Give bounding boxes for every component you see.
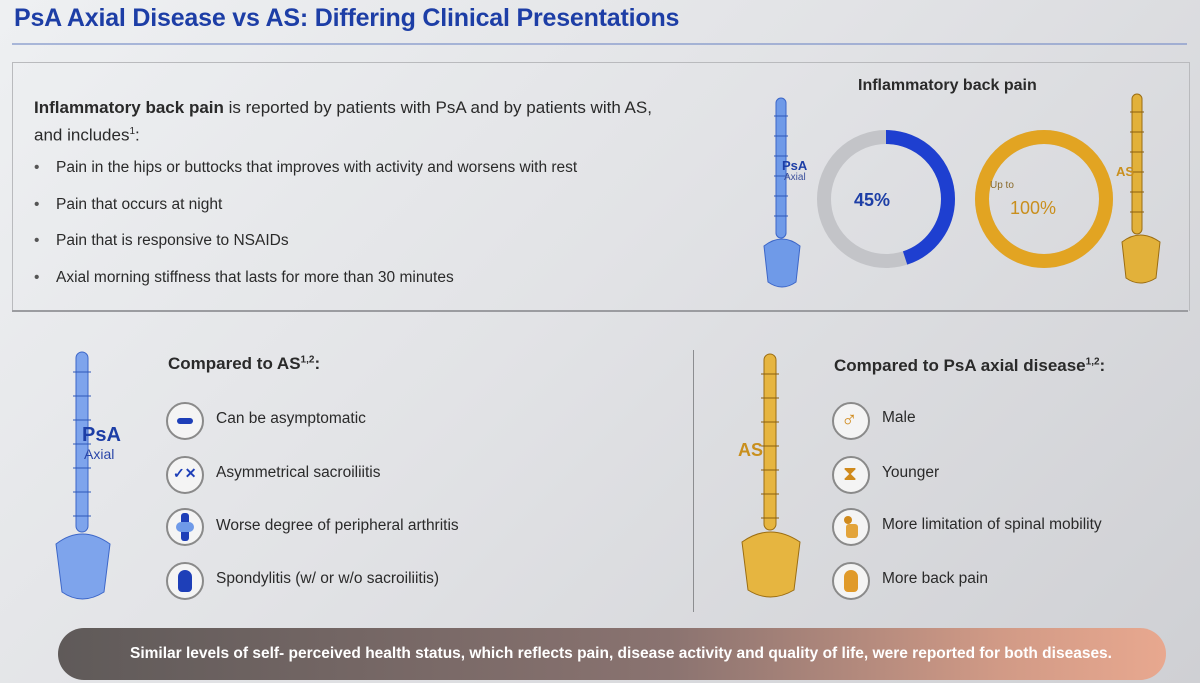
as-heading-text: Compared to PsA axial disease [834, 356, 1086, 375]
as-donut-arc [975, 130, 1113, 268]
psa-donut-arc [817, 130, 955, 268]
list-item: Axial morning stiffness that lasts for m… [34, 266, 577, 303]
intro-bold-lead: Inflammatory back pain [34, 98, 224, 117]
knee-joint-icon [166, 508, 204, 546]
psa-spine-icon [763, 97, 801, 288]
title-rule [12, 43, 1187, 45]
column-divider [693, 350, 694, 612]
bending-person-icon [832, 508, 870, 546]
male-symbol-icon: ♂ [832, 402, 870, 440]
psa-item-asymptomatic: Can be asymptomatic [216, 410, 366, 427]
intro-paragraph: Inflammatory back pain is reported by pa… [34, 96, 714, 148]
psa-spine-large-icon [55, 351, 111, 600]
intro-text-1: is reported by patients with PsA and by … [223, 98, 652, 117]
as-item-mobility: More limitation of spinal mobility [882, 516, 1102, 533]
intro-text-2: and includes [34, 125, 130, 145]
psa-item-sacroiliitis: Asymmetrical sacroiliitis [216, 464, 381, 481]
back-pain-icon [166, 562, 204, 600]
as-section-heading: Compared to PsA axial disease1,2: [834, 356, 1105, 376]
hourglass-icon: ⧗ [832, 456, 870, 494]
minus-icon [166, 402, 204, 440]
psa-heading-sup: 1,2 [300, 354, 315, 366]
psa-item-spondylitis: Spondylitis (w/ or w/o sacroiliitis) [216, 570, 440, 587]
list-item: Pain that occurs at night [34, 193, 577, 230]
symptom-list: Pain in the hips or buttocks that improv… [34, 156, 577, 302]
section-divider [12, 310, 1188, 312]
psa-heading-text: Compared to AS [168, 354, 301, 373]
ibp-as-prefix: Up to [990, 180, 1014, 191]
as-heading-colon: : [1099, 356, 1106, 375]
as-spine-large-icon [741, 353, 801, 598]
as-donut [975, 130, 1113, 268]
psa-section-heading: Compared to AS1,2: [168, 354, 320, 374]
ibp-as-label: AS [1116, 164, 1135, 179]
psa-spine-sub: Axial [84, 446, 115, 462]
back-pain-icon [832, 562, 870, 600]
list-item: Pain that is responsive to NSAIDs [34, 229, 577, 266]
ibp-as-value: 100% [1010, 198, 1057, 218]
ibp-psa-sub: Axial [784, 172, 806, 183]
slide-title: PsA Axial Disease vs AS: Differing Clini… [14, 4, 680, 32]
as-spine-label: AS [738, 440, 764, 460]
as-heading-sup: 1,2 [1085, 356, 1100, 368]
check-cross-icon: ✓✕ [166, 456, 204, 494]
as-item-younger: Younger [882, 464, 940, 481]
as-item-back-pain: More back pain [882, 570, 988, 587]
psa-heading-colon: : [314, 354, 321, 373]
intro-colon: : [135, 125, 140, 145]
list-item: Pain in the hips or buttocks that improv… [34, 156, 577, 193]
psa-spine-label: PsA [82, 424, 121, 446]
psa-donut [817, 130, 955, 268]
top-panel [12, 62, 1190, 311]
ibp-psa-value: 45% [854, 190, 891, 210]
summary-banner: Similar levels of self- perceived health… [58, 628, 1166, 680]
ibp-chart-title: Inflammatory back pain [858, 77, 1037, 94]
ibp-psa-label: PsA [782, 158, 808, 173]
as-item-male: Male [882, 409, 916, 426]
intro-sup: 1 [129, 126, 136, 137]
psa-item-peripheral: Worse degree of peripheral arthritis [216, 517, 459, 534]
as-spine-icon [1121, 93, 1161, 284]
